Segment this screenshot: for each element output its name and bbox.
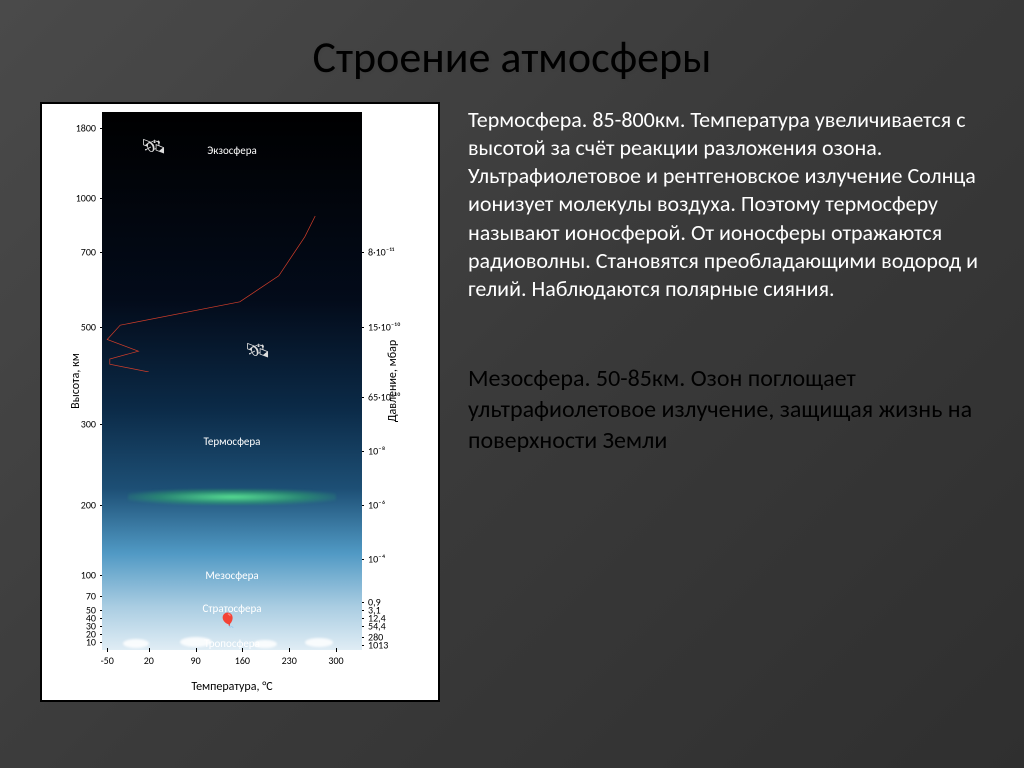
aurora-glow [128,489,336,505]
pressure-tick: 10⁻⁴ [368,552,385,565]
plot-area: ЭкзосфераТермосфераМезосфераСтратосфераТ… [102,112,362,650]
pressure-tick: 0,9 [368,595,381,608]
slide: Строение атмосферы Высота, км 1020304050… [0,0,1024,768]
layer-label: Экзосфера [207,144,257,157]
y-axis-left: Высота, км 10203040507010020030050070010… [42,112,100,650]
x-tick: -50 [101,654,114,667]
content-row: Высота, км 10203040507010020030050070010… [40,102,984,702]
x-tick: 300 [328,654,343,667]
x-tick: 160 [235,654,250,667]
x-axis-label: Температура, °C [191,680,272,694]
y-axis-label: Высота, км [69,353,83,409]
clouds [102,637,362,651]
pressure-tick: 65·10⁻¹⁰ [368,391,401,404]
layer-label: Термосфера [204,435,261,448]
chart-container: Высота, км 10203040507010020030050070010… [40,102,440,702]
balloon-icon: 🎈 [219,612,236,629]
y-tick: 300 [81,418,96,431]
pressure-tick: 15·10⁻¹⁰ [368,321,401,334]
y-tick: 70 [86,590,96,603]
page-title: Строение атмосферы [40,30,984,84]
y-tick: 1800 [76,122,96,135]
y-axis-right: Давление, мбар 101328054,412,43,10,910⁻⁴… [364,112,438,650]
y-tick: 500 [81,321,96,334]
y-tick: 50 [86,603,96,616]
x-tick: 90 [191,654,201,667]
text-column: Термосфера. 85-800км. Температура увелич… [468,102,984,702]
y-right-label: Давление, мбар [386,340,400,422]
pressure-tick: 10⁻⁶ [368,498,385,511]
y-tick: 700 [81,245,96,258]
pressure-tick: 8·10⁻¹¹ [368,245,394,258]
atmosphere-chart: Высота, км 10203040507010020030050070010… [40,102,440,702]
pressure-tick: 10⁻⁸ [368,444,385,457]
thermosphere-paragraph: Термосфера. 85-800км. Температура увелич… [468,106,984,303]
layer-label: Мезосфера [205,569,258,582]
mesosphere-paragraph: Мезосфера. 50-85км. Озон поглощает ультр… [468,363,984,457]
x-axis: -50 20 90 160 230 300 Температура, °C [102,652,362,700]
y-tick: 200 [81,498,96,511]
x-tick: 20 [144,654,154,667]
satellite-icon: 🛰 [141,134,166,159]
x-tick: 230 [282,654,297,667]
satellite-icon: 🛰 [245,338,270,363]
y-tick: 100 [81,568,96,581]
y-tick: 1000 [76,192,96,205]
